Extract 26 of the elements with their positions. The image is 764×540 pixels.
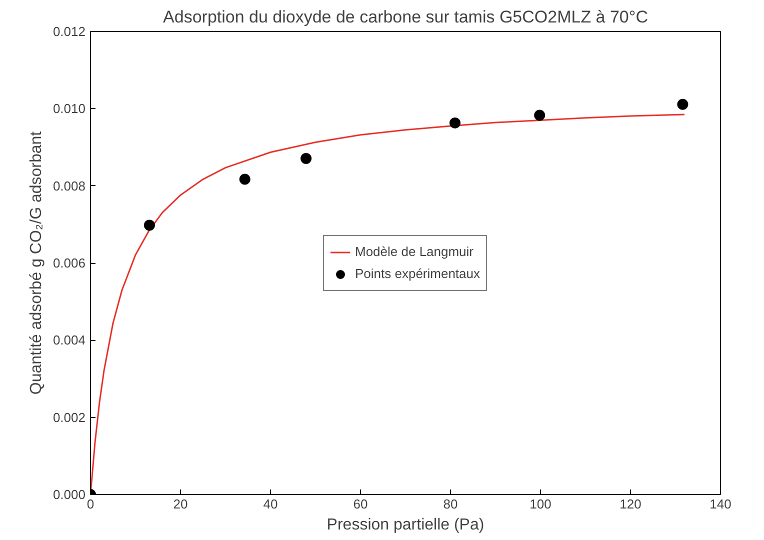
- chart-title: Adsorption du dioxyde de carbone sur tamis G5CO2MLZ à 70°C: [163, 8, 648, 26]
- x-axis-title: Pression partielle (Pa): [326, 516, 484, 534]
- point: [534, 110, 546, 121]
- point: [677, 98, 688, 110]
- x-tick-label: 60: [353, 496, 368, 512]
- y-tick-label: 0.012: [52, 24, 86, 39]
- x-tick-label: 0: [86, 496, 94, 512]
- y-tick-label: 0.004: [52, 332, 86, 348]
- y-tick-label: 0.010: [52, 101, 86, 116]
- x-tick-label: 100: [530, 496, 552, 512]
- x-tick-label: 40: [263, 496, 278, 512]
- y-axis-title: Quantité adsorbé g CO₂/G adsorbant: [28, 130, 45, 395]
- y-tick-label: 0.000: [52, 487, 86, 502]
- x-tick-label: 80: [443, 496, 458, 512]
- point: [300, 152, 312, 164]
- y-tick-label: 0.008: [52, 178, 86, 194]
- x-tick-label: 140: [710, 496, 732, 512]
- y-tick-label: 0.002: [52, 410, 86, 425]
- point: [450, 117, 460, 128]
- point: [239, 174, 250, 185]
- x-tick-label: 120: [620, 496, 642, 512]
- legend-label: Modèle de Langmuir: [354, 244, 474, 259]
- y-tick-label: 0.006: [52, 256, 86, 270]
- point: [144, 220, 155, 231]
- x-tick-label: 20: [173, 496, 188, 512]
- legend-label: Points expérimentaux: [354, 266, 480, 281]
